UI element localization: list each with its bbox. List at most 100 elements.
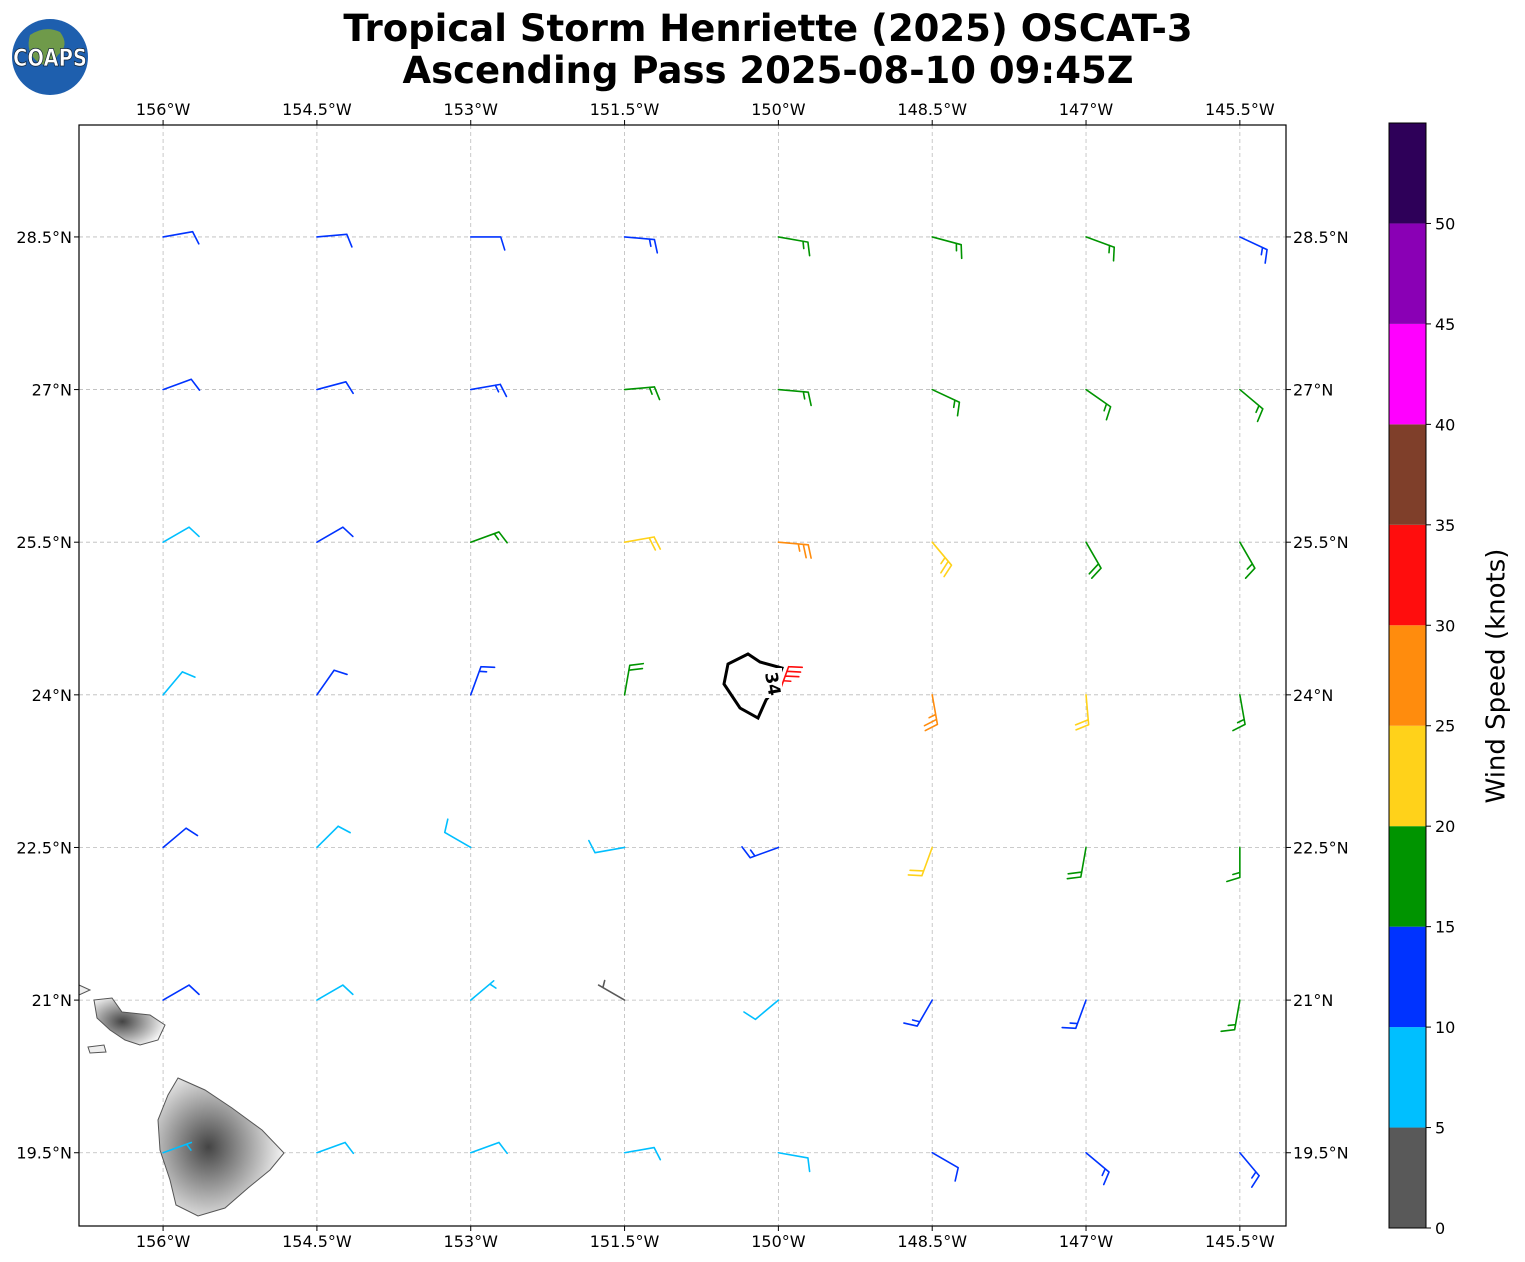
islands [78,984,285,1217]
y-tick-label: 22.5°N [16,838,72,857]
wind-barb [469,1141,508,1155]
barbs [162,230,1268,1188]
wind-barb [1239,236,1268,264]
y-tick-label: 24°N [1293,686,1333,705]
colorbar-segment [1389,123,1426,224]
wind-barb [931,388,961,417]
wind-barb [469,531,508,544]
wind-barb [1061,999,1087,1030]
colorbar-segment [1389,826,1426,927]
wind-barb [777,541,812,559]
wind-barb [1239,388,1264,423]
wind-barb [623,536,662,551]
colorbar-tick-label: 30 [1435,616,1455,635]
contour-label-bg [762,668,782,698]
wind-barb [931,1151,959,1182]
colorbar-tick-label: 45 [1435,315,1455,334]
wind-barb [469,383,508,398]
wind-barb [777,236,811,257]
plot-frame [78,124,1287,1227]
wind-barb [1239,541,1256,579]
chart-subtitle: Ascending Pass 2025-08-10 09:45Z [402,49,1133,92]
grid [79,125,1286,1226]
wind-barb [1074,694,1090,731]
wind-barb [777,388,812,407]
wind-barb [469,980,497,1001]
wind-barb [162,378,201,391]
logo-text: COAPS [13,44,87,72]
y-tick-label: 27°N [32,381,72,400]
y-tick-label: 21°N [1293,991,1333,1010]
wind-barb [623,662,645,696]
wind-barb [743,999,780,1021]
colorbar-label: Wind Speed (knots) [1482,549,1512,804]
y-tick-label: 22.5°N [1293,838,1349,857]
wind-barb [931,541,953,578]
colorbar-segment [1389,524,1426,626]
x-tick-label: 145.5°W [1205,1232,1275,1251]
island [157,1077,285,1217]
wind-barb [903,999,934,1027]
colorbar-segment [1389,323,1426,425]
wind-barb [777,665,804,696]
wind-barb [623,386,661,401]
colorbar-tick-label: 10 [1435,1018,1455,1037]
wind-barb [162,526,200,543]
wind-barb [588,839,626,854]
wind-barb [162,827,199,849]
wind-barb [316,526,354,543]
x-tick-label: 150°W [751,100,806,119]
ticks: 156°W 156°W 154.5°W 154.5°W 153°W 153°W 151.5°… [16,100,1348,1251]
x-tick-label: 148.5°W [897,1232,967,1251]
x-tick-label: 153°W [444,100,499,119]
wind-barb [316,825,351,849]
wind-barb [1085,541,1102,579]
x-tick-label: 154.5°W [282,100,352,119]
wind-barb [741,846,780,859]
colorbar: 0 5 10 15 20 25 30 35 40 45 50 [1388,122,1455,1238]
colorbar-frame [1388,122,1427,1229]
wind-barb [316,1141,355,1155]
x-tick-label: 153°W [444,1232,499,1251]
wind-barb [469,236,506,251]
colorbar-tick-label: 25 [1435,717,1455,736]
contour: 34 [722,652,784,721]
y-tick-label: 19.5°N [1293,1144,1349,1163]
wind-barb [316,381,354,395]
wind-barb [162,1141,193,1154]
wind-barb [1232,694,1246,732]
colorbar-segment [1389,1027,1426,1128]
logo: COAPS [12,19,88,95]
wind-barb [931,236,963,260]
wind-barb [316,669,348,696]
y-tick-label: 25.5°N [16,533,72,552]
chart-title: Tropical Storm Henriette (2025) OSCAT-3 [343,7,1192,50]
x-tick-label: 156°W [136,100,191,119]
wind-barb [623,236,659,254]
x-tick-label: 151.5°W [590,1232,660,1251]
colorbar-tick-label: 50 [1435,214,1455,233]
colorbar-tick-label: 20 [1435,817,1455,836]
island [87,1044,107,1054]
x-tick-label: 156°W [136,1232,191,1251]
colorbar-tick-label: 0 [1435,1219,1445,1238]
x-tick-label: 147°W [1059,100,1114,119]
y-tick-label: 24°N [32,686,72,705]
wind-barb [907,846,934,877]
wind-barb [316,984,354,1001]
wind-barb [1085,388,1112,421]
x-tick-label: 148.5°W [897,100,967,119]
wind-barb [162,230,200,245]
wind-barb [443,818,472,849]
wind-barb [316,233,353,248]
wind-barb [162,984,200,1001]
y-tick-label: 21°N [32,991,72,1010]
wind-barb [1220,999,1241,1033]
wind-barb [469,665,496,696]
colorbar-segment [1389,424,1426,525]
y-tick-label: 28.5°N [16,228,72,247]
colorbar-tick-label: 35 [1435,516,1455,535]
y-tick-label: 28.5°N [1293,228,1349,247]
x-tick-label: 151.5°W [590,100,660,119]
